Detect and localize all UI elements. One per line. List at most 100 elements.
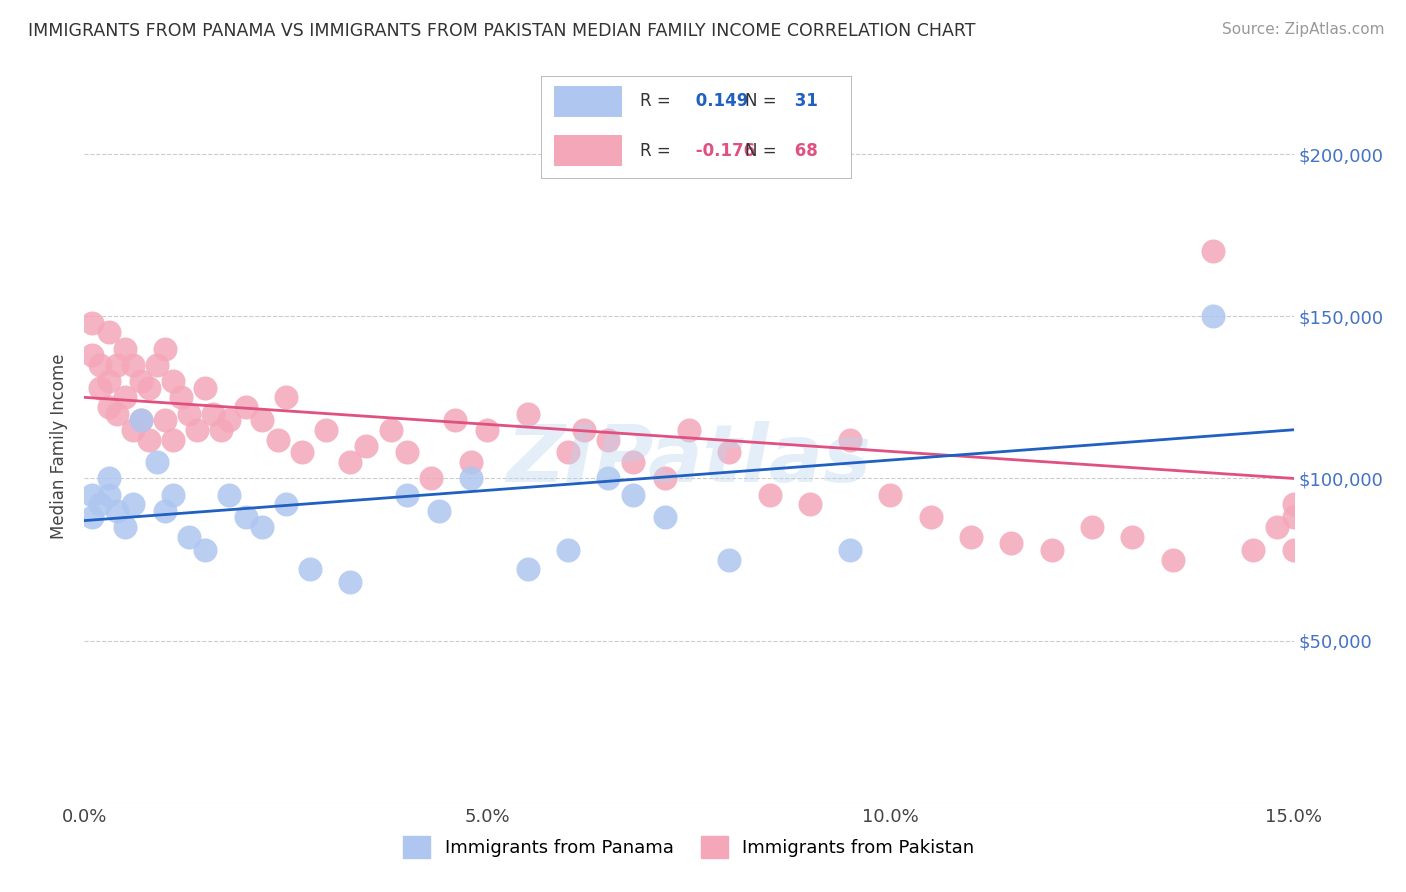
Point	[299, 562, 322, 576]
Legend: Immigrants from Panama, Immigrants from Pakistan: Immigrants from Panama, Immigrants from …	[396, 829, 981, 865]
Point	[598, 471, 620, 485]
Point	[235, 510, 257, 524]
Text: -0.176: -0.176	[690, 142, 755, 160]
Text: N =: N =	[745, 142, 778, 160]
Point	[879, 488, 901, 502]
Point	[839, 542, 862, 557]
Point	[460, 455, 482, 469]
Point	[758, 488, 780, 502]
Point	[105, 407, 128, 421]
Point	[186, 423, 208, 437]
Point	[274, 497, 297, 511]
Point	[202, 407, 225, 421]
Point	[162, 374, 184, 388]
Point	[138, 433, 160, 447]
Text: R =: R =	[640, 142, 671, 160]
Point	[1040, 542, 1063, 557]
Text: IMMIGRANTS FROM PANAMA VS IMMIGRANTS FROM PAKISTAN MEDIAN FAMILY INCOME CORRELAT: IMMIGRANTS FROM PANAMA VS IMMIGRANTS FRO…	[28, 22, 976, 40]
Point	[153, 504, 176, 518]
Text: 68: 68	[789, 142, 817, 160]
Point	[194, 381, 217, 395]
Point	[1267, 520, 1289, 534]
Point	[516, 407, 538, 421]
Point	[1081, 520, 1104, 534]
Text: 31: 31	[789, 93, 818, 111]
Point	[162, 433, 184, 447]
Point	[179, 530, 201, 544]
Point	[146, 358, 169, 372]
Point	[250, 413, 273, 427]
Point	[97, 488, 120, 502]
Point	[129, 413, 152, 427]
Point	[839, 433, 862, 447]
Point	[718, 445, 741, 459]
Point	[572, 423, 595, 437]
Point	[718, 552, 741, 566]
Point	[235, 400, 257, 414]
Point	[82, 316, 104, 330]
Point	[420, 471, 443, 485]
Point	[194, 542, 217, 557]
Point	[105, 504, 128, 518]
Point	[395, 488, 418, 502]
Point	[291, 445, 314, 459]
Point	[162, 488, 184, 502]
Text: R =: R =	[640, 93, 671, 111]
Point	[598, 433, 620, 447]
Text: Source: ZipAtlas.com: Source: ZipAtlas.com	[1222, 22, 1385, 37]
Point	[1282, 510, 1305, 524]
Point	[1282, 497, 1305, 511]
Point	[356, 439, 378, 453]
Point	[1241, 542, 1264, 557]
Y-axis label: Median Family Income: Median Family Income	[51, 353, 69, 539]
Point	[444, 413, 467, 427]
Point	[477, 423, 499, 437]
Bar	[554, 87, 621, 117]
Point	[89, 358, 111, 372]
Point	[380, 423, 402, 437]
Bar	[554, 136, 621, 166]
Point	[427, 504, 450, 518]
Text: N =: N =	[745, 93, 778, 111]
Point	[114, 342, 136, 356]
Point	[339, 575, 361, 590]
Point	[82, 510, 104, 524]
Point	[114, 390, 136, 404]
Point	[89, 381, 111, 395]
Point	[97, 400, 120, 414]
Point	[218, 413, 240, 427]
Point	[129, 413, 152, 427]
Point	[82, 488, 104, 502]
Point	[82, 348, 104, 362]
Point	[209, 423, 232, 437]
Point	[89, 497, 111, 511]
Point	[121, 358, 143, 372]
Point	[97, 471, 120, 485]
Point	[1000, 536, 1022, 550]
Point	[460, 471, 482, 485]
Point	[97, 374, 120, 388]
Point	[114, 520, 136, 534]
Point	[1161, 552, 1184, 566]
Point	[920, 510, 942, 524]
Point	[1282, 542, 1305, 557]
Text: ZIPatlas: ZIPatlas	[506, 421, 872, 500]
Text: 0.149: 0.149	[690, 93, 748, 111]
Point	[339, 455, 361, 469]
Point	[654, 510, 676, 524]
Point	[146, 455, 169, 469]
Point	[960, 530, 983, 544]
Point	[153, 413, 176, 427]
Point	[395, 445, 418, 459]
Point	[129, 374, 152, 388]
Point	[97, 326, 120, 340]
Point	[105, 358, 128, 372]
Point	[138, 381, 160, 395]
Point	[1121, 530, 1143, 544]
Point	[621, 455, 644, 469]
Point	[678, 423, 700, 437]
Point	[516, 562, 538, 576]
Point	[267, 433, 290, 447]
Point	[1202, 310, 1225, 324]
Point	[250, 520, 273, 534]
